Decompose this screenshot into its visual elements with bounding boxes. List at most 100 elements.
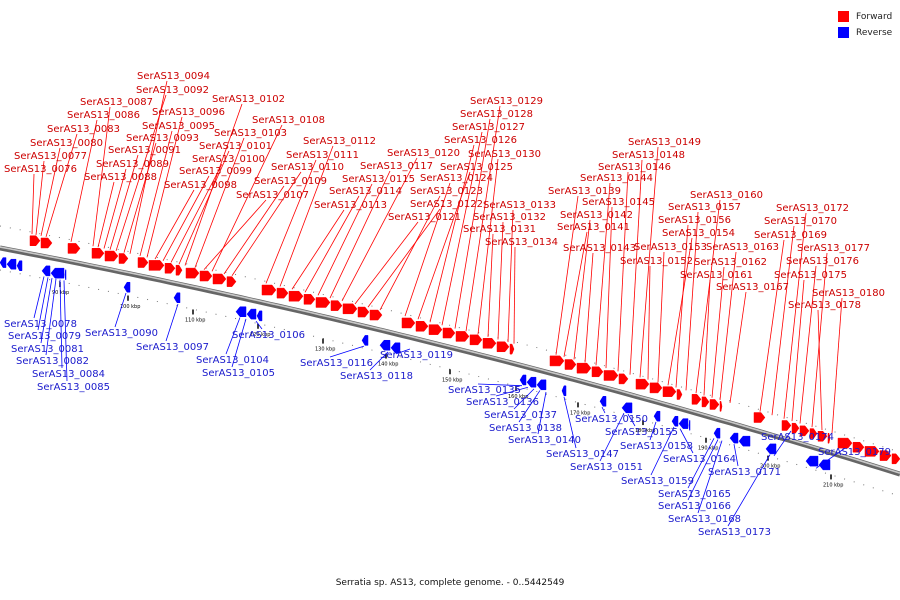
forward-gene-leader: [685, 211, 699, 391]
forward-gene-leader: [454, 118, 491, 329]
forward-gene-label: SerAS13_0087: [80, 97, 153, 108]
ruler-tick-label: 140 kbp: [378, 362, 398, 368]
forward-gene-leader: [279, 145, 334, 287]
reverse-gene-leader: [679, 428, 694, 454]
forward-gene-leader: [783, 212, 807, 419]
forward-gene-block: [401, 317, 416, 329]
forward-gene-block: [185, 267, 200, 279]
reverse-gene-block: [599, 396, 607, 407]
legend-item-forward: Forward: [838, 9, 892, 24]
reverse-gene-label: SerAS13_0174: [761, 432, 834, 443]
forward-gene-block: [67, 243, 81, 254]
reverse-gene-block: [536, 379, 547, 391]
ruler-tick-label: 120 kbp: [250, 332, 270, 338]
reverse-gene-block: [738, 435, 751, 447]
forward-gene-label: SerAS13_0093: [126, 133, 199, 144]
reverse-gene-block: [818, 459, 831, 471]
forward-gene-label: SerAS13_0170: [764, 216, 837, 227]
forward-gene-label: SerAS13_0157: [668, 202, 741, 213]
forward-gene-leader: [811, 252, 828, 428]
reverse-gene-label: SerAS13_0097: [136, 342, 209, 353]
forward-gene-block: [817, 431, 828, 442]
forward-gene-leader: [367, 208, 441, 308]
forward-gene-block: [701, 396, 710, 408]
forward-gene-block: [549, 355, 565, 367]
forward-gene-leader: [304, 195, 360, 293]
forward-gene-leader: [555, 195, 579, 355]
forward-gene-leader: [70, 119, 98, 242]
forward-gene-label: SerAS13_0149: [628, 137, 701, 148]
forward-gene-label: SerAS13_0142: [560, 210, 633, 221]
forward-gene-label: SerAS13_0098: [164, 180, 237, 191]
forward-gene-leader: [35, 160, 45, 235]
reverse-gene-block: [246, 308, 257, 320]
forward-gene-block: [175, 264, 183, 276]
ruler-tick-label: 100 kbp: [120, 304, 140, 310]
forward-gene-block: [864, 446, 880, 457]
forward-gene-block: [618, 373, 629, 385]
forward-gene-block: [791, 422, 800, 434]
forward-gene-block: [303, 294, 316, 305]
reverse-gene-label: SerAS13_0084: [32, 369, 105, 380]
reverse-gene-leader: [255, 320, 263, 330]
forward-gene-leader: [639, 146, 659, 378]
reverse-gene-label: SerAS13_0079: [8, 331, 81, 342]
legend-item-reverse: Reverse: [838, 25, 892, 40]
forward-gene-leader: [203, 199, 267, 270]
forward-gene-block: [29, 235, 41, 246]
reverse-gene-block: [390, 342, 401, 354]
forward-gene-label: SerAS13_0139: [548, 186, 621, 197]
forward-gene-leader: [629, 159, 643, 375]
forward-gene-label: SerAS13_0145: [582, 197, 655, 208]
forward-gene-leader: [109, 154, 139, 250]
forward-gene-leader: [831, 297, 843, 434]
forward-gene-leader: [103, 168, 127, 249]
forward-gene-leader: [729, 291, 747, 403]
forward-gene-label: SerAS13_0128: [460, 109, 533, 120]
reverse-gene-block: [6, 258, 17, 270]
forward-gene-label: SerAS13_0108: [252, 115, 325, 126]
forward-gene-leader: [429, 144, 475, 323]
forward-gene-leader: [178, 150, 230, 265]
forward-gene-label: SerAS13_0100: [192, 154, 265, 165]
reverse-gene-block: [0, 257, 7, 268]
forward-gene-label: SerAS13_0115: [342, 174, 415, 185]
forward-gene-label: SerAS13_0161: [680, 270, 753, 281]
forward-gene-label: SerAS13_0141: [557, 222, 630, 233]
reverse-gene-block: [526, 376, 537, 388]
forward-gene-label: SerAS13_0110: [271, 162, 344, 173]
forward-gene-label: SerAS13_0144: [580, 173, 653, 184]
forward-gene-block: [469, 334, 483, 346]
forward-gene-leader: [129, 80, 168, 254]
forward-gene-block: [719, 401, 723, 412]
reverse-gene-leader: [599, 412, 625, 462]
forward-gene-label: SerAS13_0083: [47, 124, 120, 135]
reverse-gene-leader: [59, 279, 63, 369]
forward-gene-leader: [146, 116, 183, 258]
ruler-tick-label: 110 kbp: [185, 317, 205, 323]
legend-swatch-forward: [838, 11, 849, 22]
forward-gene-block: [330, 300, 343, 311]
reverse-gene-label: SerAS13_0159: [621, 476, 694, 487]
forward-gene-label: SerAS13_0089: [96, 159, 169, 170]
reverse-gene-leader: [601, 406, 606, 414]
forward-gene-block: [691, 394, 702, 405]
forward-gene-label: SerAS13_0077: [14, 151, 87, 162]
backbone-highlight: [0, 246, 900, 474]
reverse-gene-leader: [114, 292, 127, 328]
forward-gene-label: SerAS13_0114: [329, 186, 402, 197]
forward-gene-leader: [465, 105, 501, 332]
reverse-gene-block: [50, 267, 65, 279]
forward-gene-label: SerAS13_0123: [410, 186, 483, 197]
forward-gene-leader: [695, 199, 721, 394]
forward-gene-block: [118, 253, 129, 264]
reverse-gene-leader: [495, 386, 529, 397]
forward-gene-label: SerAS13_0175: [774, 270, 847, 281]
forward-gene-block: [482, 338, 497, 349]
reverse-gene-leader: [40, 277, 53, 344]
forward-gene-label: SerAS13_0091: [108, 145, 181, 156]
forward-gene-block: [509, 343, 515, 355]
forward-gene-leader: [711, 266, 725, 398]
forward-gene-block: [288, 290, 304, 302]
reverse-gene-label: SerAS13_0135: [448, 385, 521, 396]
